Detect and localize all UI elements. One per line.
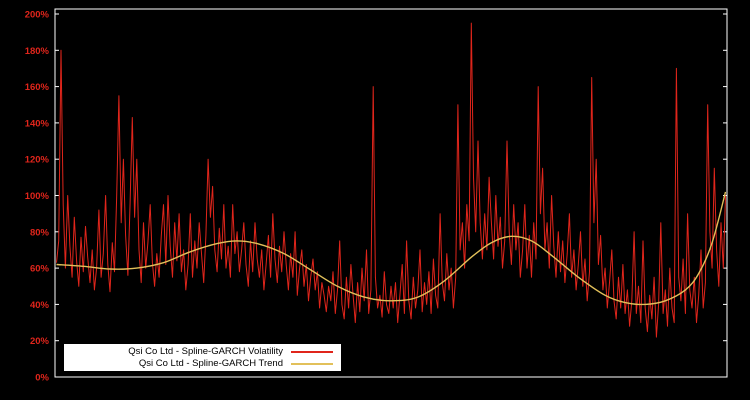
legend: Qsi Co Ltd - Spline-GARCH Volatility Qsi… xyxy=(64,344,341,371)
y-axis-label: 80% xyxy=(30,227,50,238)
plot-border xyxy=(54,8,728,378)
legend-item-volatility: Qsi Co Ltd - Spline-GARCH Volatility xyxy=(72,346,333,357)
volatility-series-line xyxy=(56,22,726,338)
y-axis-label: 200% xyxy=(25,10,50,21)
y-axis-label: 160% xyxy=(25,82,50,93)
legend-sample-volatility-line xyxy=(291,350,333,353)
y-axis-label: 20% xyxy=(30,336,50,347)
y-axis-label: 180% xyxy=(25,46,50,57)
legend-label-trend: Qsi Co Ltd - Spline-GARCH Trend xyxy=(138,358,283,369)
y-axis-label: 100% xyxy=(25,191,50,202)
y-axis-label: 140% xyxy=(25,118,50,129)
y-axis-label: 60% xyxy=(30,264,50,275)
y-axis-label: 40% xyxy=(30,300,50,311)
legend-item-trend: Qsi Co Ltd - Spline-GARCH Trend xyxy=(72,358,333,369)
legend-label-volatility: Qsi Co Ltd - Spline-GARCH Volatility xyxy=(128,346,283,357)
y-axis-label: 0% xyxy=(35,373,49,384)
y-axis-label: 120% xyxy=(25,155,50,166)
legend-sample-trend-line xyxy=(291,362,333,365)
trend-series-line xyxy=(56,191,727,306)
